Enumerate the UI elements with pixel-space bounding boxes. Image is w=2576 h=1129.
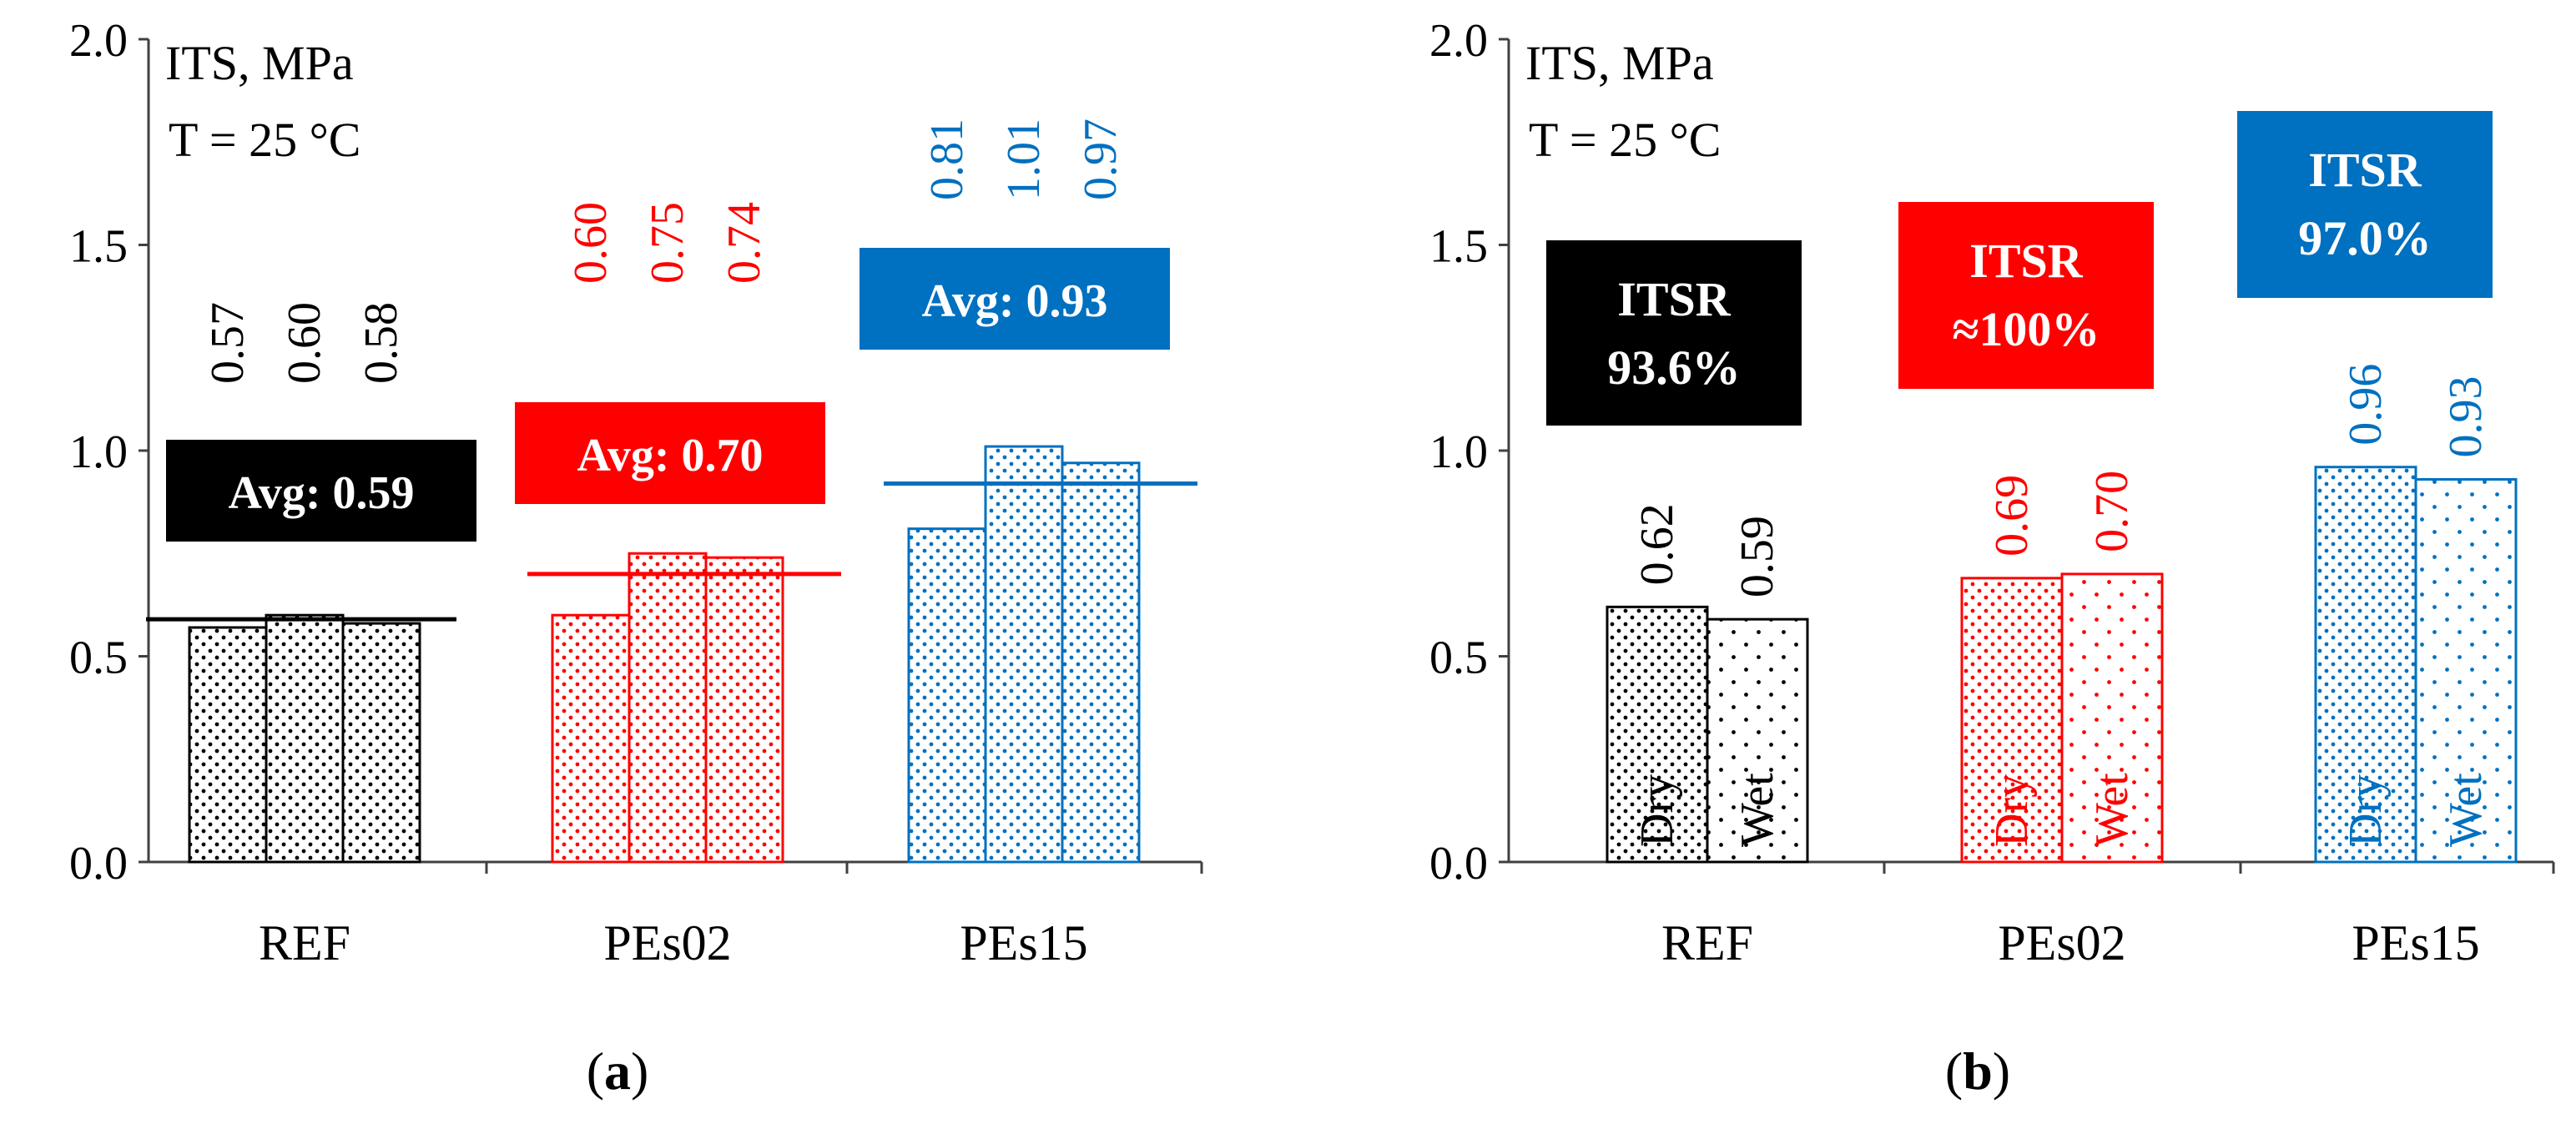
average-box [860, 248, 1170, 350]
y-tick-label: 0.0 [1429, 838, 1488, 890]
average-box [166, 440, 476, 542]
annotation-its: ITS, MPa [165, 36, 354, 90]
itsr-value: 93.6% [1607, 340, 1741, 395]
y-tick-label: 0.5 [69, 633, 128, 684]
y-tick-label: 1.5 [1429, 221, 1488, 273]
itsr-title: ITSR [2308, 143, 2422, 197]
y-tick-label: 1.5 [69, 221, 128, 273]
annotation-temperature: T = 25 °C [1529, 113, 1721, 167]
bar-PEs15-3 [1061, 461, 1141, 864]
bar-PEs15-2 [984, 445, 1064, 864]
annotation-its: ITS, MPa [1525, 36, 1714, 90]
y-tick-label: 0.5 [1429, 633, 1488, 684]
bar-name-label: Dry [1631, 774, 1683, 847]
bar-name-label: Wet [2440, 773, 2492, 847]
value-label: 0.74 [718, 202, 770, 284]
average-box [515, 402, 825, 504]
x-tick-label: PEs02 [603, 915, 731, 970]
bar-name-label: Dry [2340, 774, 2392, 847]
bar-PEs02-1 [551, 613, 631, 864]
value-label: 0.97 [1075, 118, 1127, 200]
average-label: Avg: 0.70 [577, 430, 764, 481]
x-tick-label: REF [259, 915, 350, 970]
annotation-temperature: T = 25 °C [169, 113, 360, 167]
itsr-value: ≈100% [1953, 302, 2100, 356]
bar-REF-3 [341, 622, 421, 864]
average-label: Avg: 0.59 [229, 467, 415, 519]
itsr-title: ITSR [1617, 272, 1732, 326]
value-label: 0.81 [921, 118, 973, 200]
value-label: 0.60 [279, 302, 330, 384]
value-label: 0.70 [2086, 471, 2138, 552]
y-tick-label: 2.0 [1429, 15, 1488, 67]
value-label: 0.59 [1732, 516, 1783, 597]
y-tick-label: 2.0 [69, 15, 128, 67]
y-tick-label: 1.0 [1429, 426, 1488, 478]
x-tick-label: PEs15 [2352, 915, 2479, 970]
itsr-box [1898, 202, 2154, 389]
y-tick-label: 1.0 [69, 426, 128, 478]
value-label: 0.60 [565, 202, 617, 284]
y-tick-label: 0.0 [69, 838, 128, 890]
value-label: 0.69 [1986, 475, 2038, 557]
itsr-title: ITSR [1969, 234, 2084, 288]
bar-REF-2 [1706, 617, 1809, 864]
average-label: Avg: 0.93 [922, 275, 1108, 327]
bar-PEs02-3 [704, 556, 784, 864]
value-label: 0.75 [642, 202, 693, 284]
bar-PEs02-2 [2060, 572, 2164, 864]
panel-a-chart: 0.0 0.5 1.0 1.5 2.0 REF PEs02 PEs15 ITS, MPa T = … [69, 15, 1203, 1101]
bar-name-label: Dry [1986, 774, 2038, 847]
bar-PEs02-2 [628, 552, 708, 864]
x-tick-label: PEs15 [960, 915, 1087, 970]
bar-name-label: Wet [1732, 773, 1783, 847]
bar-REF-1 [188, 626, 268, 864]
value-label: 0.93 [2440, 376, 2492, 458]
itsr-box [1546, 240, 1802, 426]
bar-PEs15-1 [907, 527, 987, 864]
panel-label: (a) [587, 1041, 649, 1101]
value-label: 0.57 [202, 302, 254, 384]
itsr-value: 97.0% [2298, 211, 2432, 265]
panel-label: (b) [1945, 1041, 2010, 1101]
bar-PEs02-1 [1960, 577, 2064, 864]
itsr-box [2237, 111, 2493, 298]
bar-PEs15-2 [2414, 478, 2518, 864]
bar-REF-2 [265, 613, 345, 864]
value-label: 0.58 [355, 302, 407, 384]
bar-REF-1 [1606, 605, 1709, 864]
panel-b-chart: 0.0 0.5 1.0 1.5 2.0 REF PEs02 PEs15 ITS, MPa T = … [1429, 15, 2555, 1101]
value-label: 0.96 [2340, 364, 2392, 446]
value-label: 1.01 [998, 118, 1050, 200]
x-tick-label: PEs02 [1998, 915, 2125, 970]
value-label: 0.62 [1631, 503, 1683, 585]
x-tick-label: REF [1661, 915, 1753, 970]
bar-name-label: Wet [2086, 773, 2138, 847]
